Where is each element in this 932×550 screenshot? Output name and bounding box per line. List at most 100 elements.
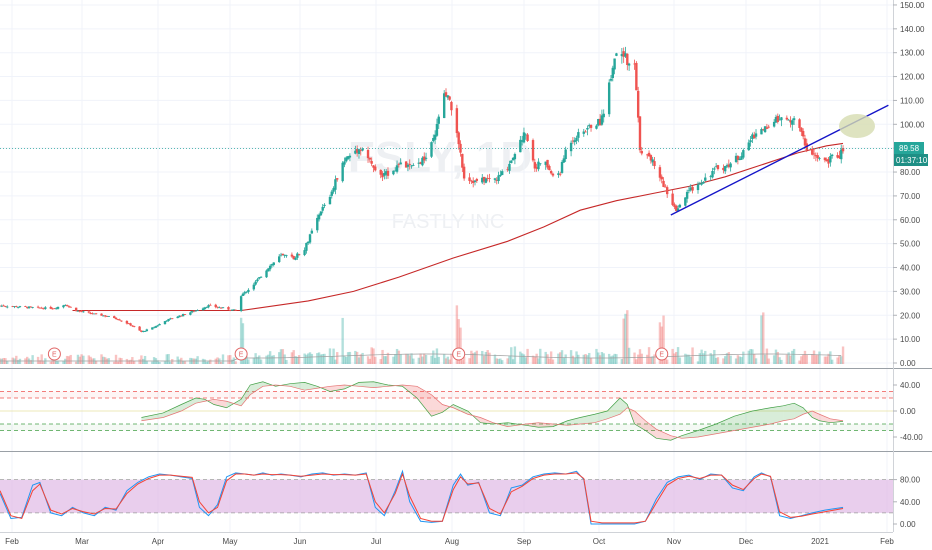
osc-cloud-segment: [607, 398, 621, 419]
volume-bar: [140, 355, 143, 364]
candle-body: [218, 307, 221, 309]
volume-bar: [408, 355, 411, 364]
volume-bar: [392, 356, 395, 364]
price-axis-tick-label: 30.00: [900, 287, 921, 296]
volume-bar: [343, 355, 346, 364]
candle-body: [334, 179, 337, 190]
osc-cloud-segment: [250, 381, 263, 395]
time-axis[interactable]: Feb Mar Apr May Jun Jul Aug Sep Oct Nov Dec 2021 Feb: [5, 537, 894, 546]
volume-bar: [0, 358, 4, 364]
osc-cloud-segment: [317, 386, 330, 392]
volume-bar: [709, 353, 712, 364]
volume-bar: [330, 356, 333, 364]
volume-bar: [825, 356, 828, 364]
candle-body: [546, 159, 549, 168]
candle-body: [607, 82, 611, 115]
volume-bar: [787, 352, 790, 364]
volume-bar: [584, 354, 587, 364]
candle-body: [511, 157, 515, 161]
volume-bar: [660, 326, 663, 364]
candle-body: [481, 177, 484, 183]
volume-bar: [537, 358, 540, 364]
price-axis[interactable]: 150.00140.00130.00120.00110.00100.0090.0…: [893, 1, 925, 368]
candle-body: [499, 174, 502, 177]
candle-body: [812, 153, 816, 155]
osc-cloud-segment: [594, 411, 608, 423]
candle-body: [94, 313, 98, 315]
candle-body: [653, 161, 656, 167]
candle-body: [765, 127, 769, 129]
candle-body: [571, 140, 575, 142]
candle-body: [459, 143, 462, 153]
volume-bar: [209, 359, 212, 364]
volume-bar: [417, 357, 421, 364]
oscillator-axis[interactable]: 40.00 0.00 -40.00: [893, 381, 923, 442]
volume-bar: [598, 355, 602, 364]
candle-body: [800, 127, 803, 132]
candle-body: [69, 306, 72, 308]
price-axis-tick-label: 110.00: [900, 96, 924, 105]
volume-bar: [640, 353, 644, 364]
volume-bar: [800, 356, 803, 364]
volume-bar: [535, 353, 538, 364]
volume-bar: [685, 354, 689, 364]
stochastic-axis[interactable]: 80.00 40.00 0.00: [893, 476, 921, 529]
volume-bar: [433, 357, 437, 364]
volume-bar: [25, 356, 29, 364]
candle-body: [297, 254, 301, 256]
volume-bar: [285, 359, 288, 364]
volume-bar: [760, 315, 763, 364]
candle-body: [801, 130, 805, 137]
candle-body: [624, 53, 627, 57]
candle-body: [394, 170, 397, 172]
candle-body: [53, 308, 56, 310]
candle-body: [316, 217, 319, 231]
volume-bar: [305, 354, 308, 364]
volume-bar: [18, 358, 22, 364]
candle-body: [665, 187, 669, 195]
osc-cloud-segment: [181, 398, 196, 411]
volume-bar: [247, 359, 250, 364]
volume-bar: [132, 360, 136, 364]
volume-bar: [16, 360, 20, 364]
volume-bar: [423, 353, 426, 364]
candle-body: [798, 119, 801, 128]
candle-body: [346, 156, 350, 159]
volume-bar: [181, 360, 185, 364]
volume-bar: [138, 359, 141, 364]
volume-bar: [450, 353, 453, 364]
volume-bar: [457, 319, 460, 364]
candle-body: [49, 306, 52, 309]
candle-body: [636, 90, 640, 118]
volume-bar: [611, 355, 614, 364]
volume-bar: [270, 355, 274, 364]
volume-bar: [100, 354, 103, 364]
volume-bar: [297, 355, 301, 364]
volume-bar: [653, 354, 656, 364]
volume-bar: [524, 357, 527, 364]
volume-bar: [336, 352, 339, 364]
candle-body: [627, 63, 631, 66]
volume-bar: [675, 351, 678, 364]
candle-body: [256, 279, 259, 282]
osc-axis-tick-label: -40.00: [900, 433, 923, 442]
candle-body: [575, 137, 578, 141]
candle-body: [281, 253, 285, 256]
osc-cloud-segment: [358, 381, 374, 388]
volume-bar: [818, 351, 821, 364]
candle-body: [455, 108, 459, 134]
candle-body: [626, 53, 629, 66]
candle-body: [678, 204, 682, 208]
candle-body: [488, 178, 491, 179]
osc-axis-tick-label: 0.00: [900, 407, 916, 416]
candle-body: [700, 183, 703, 185]
candle-body: [468, 177, 471, 181]
volume-bar: [569, 350, 573, 364]
candle-body: [317, 214, 321, 220]
candle-body: [15, 306, 18, 308]
candle-body: [132, 326, 136, 327]
candle-body: [24, 305, 27, 307]
candle-body: [196, 310, 199, 312]
volume-bar: [602, 353, 605, 364]
